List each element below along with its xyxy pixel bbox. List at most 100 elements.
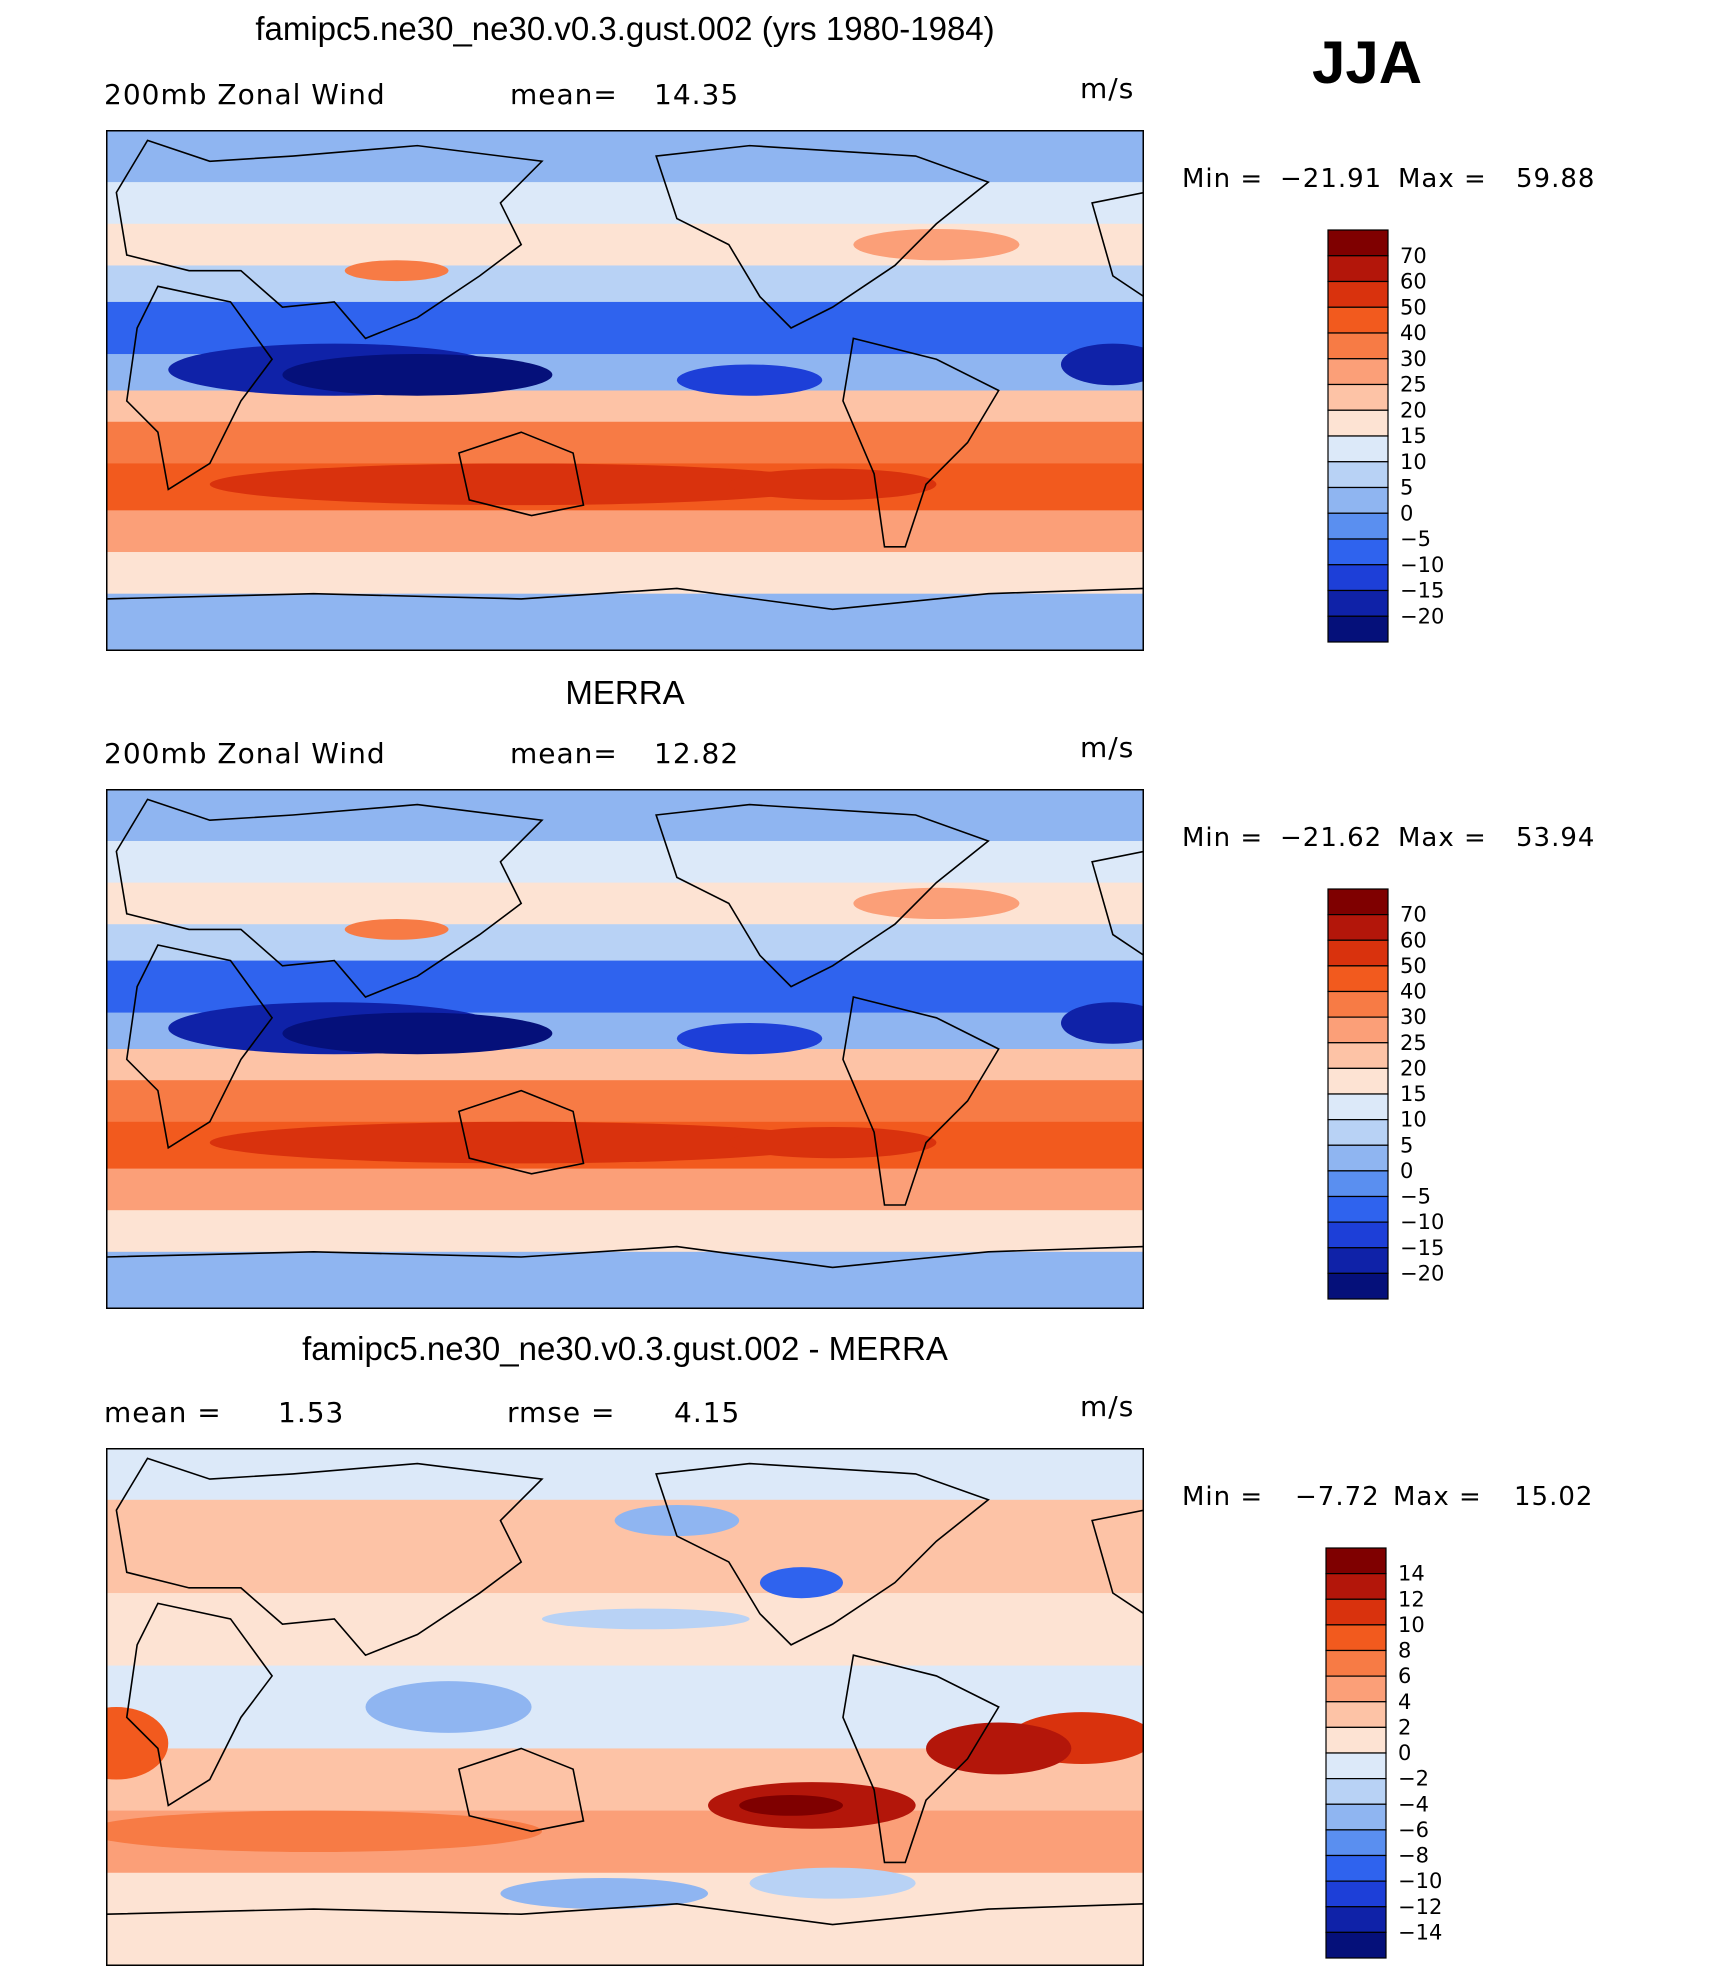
colorbar-tick-label: −20 [1400,604,1444,628]
field-blob [365,1681,532,1733]
field-band [106,1210,1144,1253]
panel-3-min-label: Min = [1182,1482,1264,1512]
coastline [127,945,272,1148]
field-blob [282,1012,553,1055]
colorbar-tick-label: −10 [1400,1210,1444,1234]
field-band [106,1448,1144,1501]
colorbar-tick-label: 6 [1398,1664,1411,1688]
coastline [116,1458,542,1655]
coastline [106,1247,1144,1268]
colorbar-swatch [1327,461,1389,489]
colorbar-tick-label: 40 [1400,980,1427,1004]
colorbar-swatch [1327,229,1389,257]
colorbar-swatch [1327,332,1389,360]
field-band [106,1251,1144,1309]
colorbar-swatch [1325,1880,1387,1908]
colorbar-tick-label: 60 [1400,270,1427,294]
colorbar-swatch [1325,1854,1387,1882]
field-band [106,552,1144,595]
field-band [106,421,1144,465]
coastline [843,1655,999,1862]
colorbar-swatch [1327,888,1389,916]
panel-1-min-label: Min = [1182,164,1264,194]
colorbar-swatch [1325,1726,1387,1754]
field-blob [1060,1002,1144,1044]
colorbar-swatch [1325,1649,1387,1677]
panel-3-max-label: Max = [1393,1482,1482,1512]
panel-1-mean-label: mean= [510,78,618,111]
panel-1-max-value: 59.88 [1516,164,1596,194]
colorbar-swatch [1327,512,1389,540]
panel-1-mean-value: 14.35 [654,78,740,111]
field-band [106,510,1144,554]
colorbar-swatch [1327,383,1389,411]
colorbar-swatch [1325,1547,1387,1575]
colorbar-tick-label: 4 [1398,1690,1411,1714]
colorbar-swatch [1327,939,1389,967]
panel-1-min-value: −21.91 [1280,164,1383,194]
colorbar-swatch [1325,1752,1387,1780]
colorbar-tick-label: 10 [1400,450,1427,474]
panel-2-map [106,789,1144,1309]
panel-3-title: famipc5.ne30_ne30.v0.3.gust.002 - MERRA [302,1330,948,1367]
panel-3-mean-value: 1.53 [278,1396,345,1429]
colorbar-tick-label: 30 [1400,347,1427,371]
field-band [106,182,1144,225]
panel-3-map [106,1448,1144,1966]
panel-2-max-label: Max = [1398,823,1487,853]
field-blob [739,1795,843,1816]
field-band [106,789,1144,842]
colorbar-tick-label: 30 [1400,1005,1427,1029]
colorbar-tick-label: −14 [1398,1920,1442,1944]
coastline [127,286,272,489]
colorbar-tick-label: 12 [1398,1587,1425,1611]
colorbar-tick-label: 25 [1400,1031,1427,1055]
field-blob [541,1608,750,1630]
colorbar-swatch [1327,1016,1389,1044]
colorbar-tick-label: 10 [1400,1108,1427,1132]
field-band [106,593,1144,651]
colorbar-swatch [1327,1093,1389,1121]
colorbar-tick-label: 8 [1398,1639,1411,1663]
panel-3-rmse-value: 4.15 [674,1396,741,1429]
colorbar-swatch [1325,1931,1387,1959]
colorbar-tick-label: 40 [1400,321,1427,345]
coastline [1092,1510,1144,1614]
field-blob [853,228,1020,261]
colorbar-swatch [1327,914,1389,941]
colorbar-tick-label: 0 [1400,1159,1413,1183]
colorbar-swatch [1327,486,1389,514]
coastline [116,799,542,997]
coastline [656,1464,988,1645]
coastline [127,1603,272,1805]
coastline [656,805,988,987]
panel-1-max-label: Max = [1398,164,1487,194]
panel-2-units: m/s [1080,731,1135,764]
colorbar-tick-label: 15 [1400,1082,1427,1106]
colorbar-tick-label: −2 [1398,1767,1429,1791]
colorbar-swatch [1327,965,1389,993]
field-blob [749,1867,916,1899]
colorbar-swatch [1325,1598,1387,1626]
colorbar-swatch [1327,1119,1389,1146]
colorbar-tick-label: 2 [1398,1715,1411,1739]
coastline [106,1904,1144,1925]
field-blob [759,1567,843,1599]
panel-3-max-value: 15.02 [1514,1482,1594,1512]
colorbar-swatch [1325,1701,1387,1728]
colorbar-swatch [1327,409,1389,437]
panel-2-mean-value: 12.82 [654,737,740,770]
panel-2-min-value: −21.62 [1280,823,1383,853]
colorbar-tick-label: 70 [1400,903,1427,927]
colorbar-tick-label: 0 [1400,501,1413,525]
colorbar-tick-label: 5 [1400,1133,1413,1157]
map-frame [106,1448,1144,1966]
coastlines [106,1458,1144,1924]
colorbar-tick-label: 50 [1400,295,1427,319]
panel-1-units: m/s [1080,72,1135,105]
panel-3-min-value: −7.72 [1295,1482,1380,1512]
field-band [106,924,1144,962]
colorbar-swatch [1327,1042,1389,1069]
field-blob [500,1877,709,1910]
